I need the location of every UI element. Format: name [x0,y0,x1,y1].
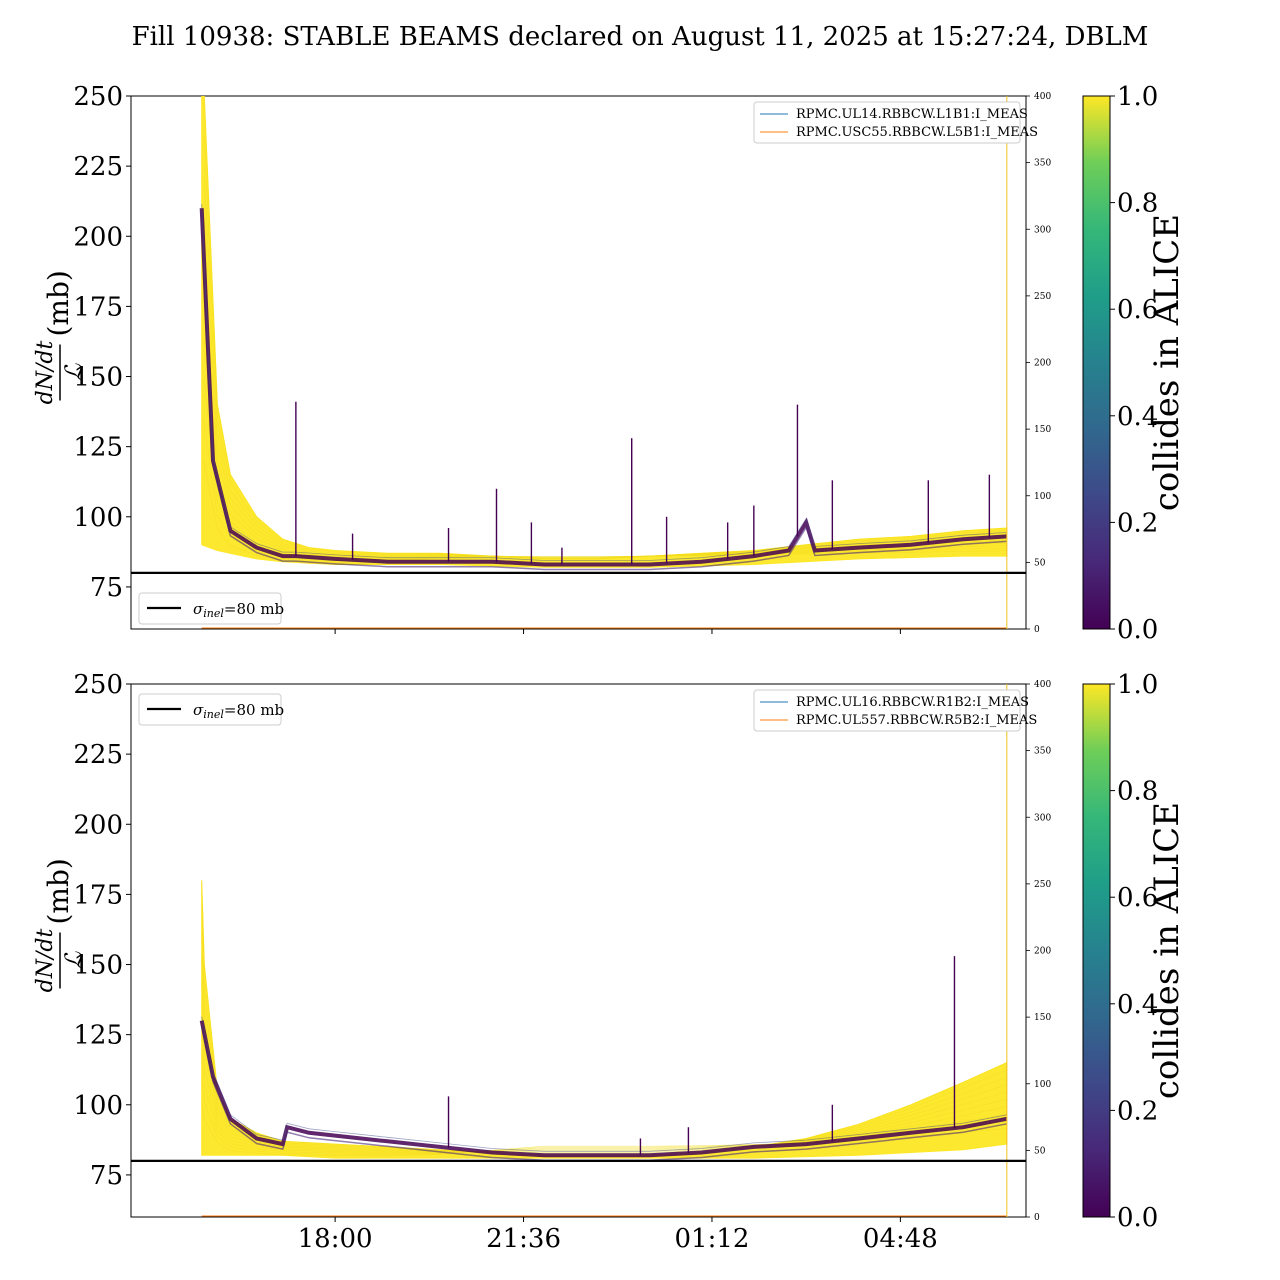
y2-tick-label: 0 [1034,1213,1040,1223]
colorbar-tick-label: 1.0 [1117,82,1158,112]
sigma-legend-label: σinel=80 mb [193,600,284,620]
y-tick-label: 75 [90,1161,123,1191]
colorbar-tick-label: 0.4 [1117,402,1158,432]
colorbar-tick-label: 0.6 [1117,883,1158,913]
y2-tick-label: 150 [1034,1013,1051,1023]
chart-title: Fill 10938: STABLE BEAMS declared on Aug… [132,22,1149,52]
y-tick-label: 75 [90,573,123,603]
panels: 75 100 125 150 175 200 225 250 0 50 100 150 200 250 30… [33,82,1187,1254]
y2-tick-label: 150 [1034,425,1051,435]
sigma-legend-box [138,693,282,726]
secondary-legend-label: RPMC.UL14.RBBCW.L1B1:I_MEAS [796,107,1028,122]
colorbar-tick-label: 0.8 [1117,189,1158,219]
sigma-symbol: σ [193,600,204,618]
panel-bottom: 75 100 125 150 175 200 225 250 0 50 100 150 200 250 30… [33,670,1187,1254]
secondary-legend-label: RPMC.USC55.RBBCW.L5B1:I_MEAS [796,125,1038,140]
y-axis-label: dN/dt ℒ (mb) [33,858,88,992]
y2-tick-label: 350 [1034,159,1051,169]
y-label-unit: (mb) [42,270,75,336]
colorbar-tick-label: 0.6 [1117,295,1158,325]
y-label-denominator: ℒ [60,951,88,969]
colorbar-tick-label: 0.0 [1117,1203,1158,1233]
y2-tick-label: 300 [1034,813,1051,823]
colorbar [1082,683,1111,1218]
sigma-symbol: σ [193,701,204,719]
y2-tick-label: 0 [1034,625,1040,635]
colorbar-tick-label: 0.2 [1117,1096,1158,1126]
colorbar-tick-label: 0.0 [1117,615,1158,645]
y2-tick-label: 50 [1034,558,1046,568]
y2-tick-label: 400 [1034,680,1051,690]
y-tick-label: 225 [73,740,123,770]
y-tick-label: 150 [73,363,123,393]
x-tick-label: 01:12 [674,1224,749,1254]
y-tick-label: 150 [73,951,123,981]
colorbar-tick-label: 0.8 [1117,777,1158,807]
y-tick-label: 200 [73,810,123,840]
series-noncolliding-trace [201,1016,1007,1152]
plot-data [199,96,1008,629]
panel-top: 75 100 125 150 175 200 225 250 0 50 100 150 200 250 30… [33,82,1187,645]
secondary-legend-label: RPMC.UL557.RBBCW.R5B2:I_MEAS [796,713,1037,728]
x-tick-label: 18:00 [298,1224,373,1254]
y2-tick-label: 100 [1034,1080,1051,1090]
y-label-numerator: dN/dt [33,341,58,405]
y2-tick-label: 100 [1034,492,1051,502]
x-tick-label: 04:48 [863,1224,938,1254]
y-tick-label: 175 [73,880,123,910]
series-colliding-trace [201,979,1007,1152]
series-noncolliding-trace [200,1025,1007,1162]
y-label-numerator: dN/dt [33,929,58,993]
sigma-legend-box [138,592,282,625]
y-tick-label: 175 [73,292,123,322]
sigma-value: =80 mb [224,701,284,719]
y2-tick-label: 350 [1034,747,1051,757]
colorbar-label: collides in ALICE [1147,214,1187,511]
y-tick-label: 100 [73,1091,123,1121]
y-tick-label: 125 [73,1021,123,1051]
colorbar-label: collides in ALICE [1147,802,1187,1099]
y-axis-label: dN/dt ℒ (mb) [33,270,88,404]
y-tick-label: 100 [73,503,123,533]
y2-tick-label: 200 [1034,359,1051,369]
y-tick-label: 250 [73,670,123,700]
sigma-value: =80 mb [224,600,284,618]
series-noncolliding-trace [200,213,1007,571]
x-tick-label: 21:36 [486,1224,561,1254]
sigma-subscript: inel [203,607,224,620]
y2-tick-label: 300 [1034,225,1051,235]
y2-tick-label: 250 [1034,292,1051,302]
sigma-subscript: inel [203,708,224,721]
y2-tick-label: 250 [1034,880,1051,890]
series-noncolliding-band [199,1020,1008,1158]
y2-tick-label: 50 [1034,1146,1046,1156]
series-noncolliding-trace [201,204,1007,561]
y-tick-label: 250 [73,82,123,112]
secondary-legend-label: RPMC.UL16.RBBCW.R1B2:I_MEAS [796,695,1029,710]
colorbar-tick-label: 0.4 [1117,990,1158,1020]
series-colliding-trace [201,1004,1007,1153]
sigma-legend-label: σinel=80 mb [193,701,284,721]
plot-data [199,684,1008,1217]
y-tick-label: 225 [73,152,123,182]
secondary-legend-box [753,689,1021,732]
y-label-denominator: ℒ [60,363,88,381]
y2-tick-label: 200 [1034,947,1051,957]
series-noncolliding-band [199,208,1007,567]
y-tick-label: 200 [73,222,123,252]
secondary-legend-box [753,101,1021,144]
colorbar-tick-label: 0.2 [1117,508,1158,538]
colorbar-tick-label: 1.0 [1117,670,1158,700]
y2-tick-label: 400 [1034,92,1051,102]
y-label-unit: (mb) [42,858,75,924]
colorbar [1082,95,1111,630]
y-tick-label: 125 [73,433,123,463]
